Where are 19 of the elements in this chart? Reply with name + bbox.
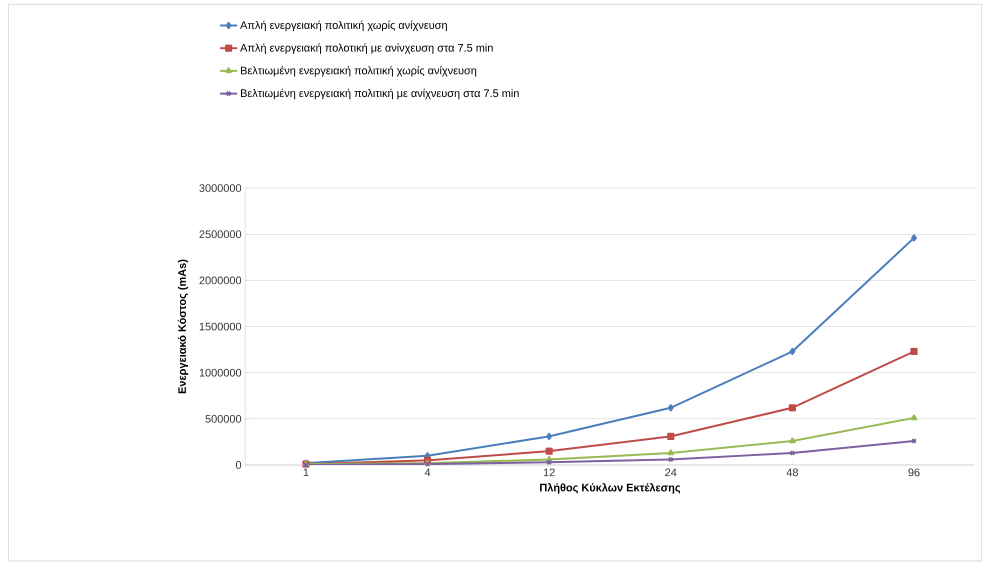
y-tick-label: 2000000 — [199, 276, 242, 284]
legend-label: Απλή ενεργειακή πολιτική χωρίς ανίχνευση — [240, 20, 447, 32]
legend-label: Απλή ενεργειακή πολοτική με ανίνχευση στα 7.5 min — [240, 43, 493, 54]
x-tick-label: 12 — [544, 468, 555, 476]
x-tick-label: 48 — [786, 468, 798, 476]
x-tick-label: 24 — [665, 468, 677, 476]
y-axis-title: Ενεργειακό Κόστος (mAs) — [178, 260, 188, 394]
x-tick-label: 4 — [424, 468, 430, 476]
y-tick-label: 3000000 — [199, 184, 242, 192]
y-tick-label: 1500000 — [200, 322, 242, 330]
legend-label: Βελτιωμένη ενεργειακή πολιτική με ανίχνευση στα 7.5 min — [241, 88, 519, 100]
y-tick-label: 500000 — [205, 414, 242, 423]
x-tick-label: 1 — [304, 468, 308, 476]
legend-label: Βελτιωμένη ενεργειακή πολιτική χωρίς ανίχνευση — [241, 66, 476, 76]
y-tick-label: 2500000 — [199, 230, 242, 238]
y-tick-label: 0 — [236, 461, 242, 469]
x-tick-label: 96 — [908, 468, 920, 476]
y-tick-label: 1000000 — [200, 368, 242, 377]
x-axis-title: Πλήθος Κύκλων Εκτέλεσης — [540, 483, 680, 494]
